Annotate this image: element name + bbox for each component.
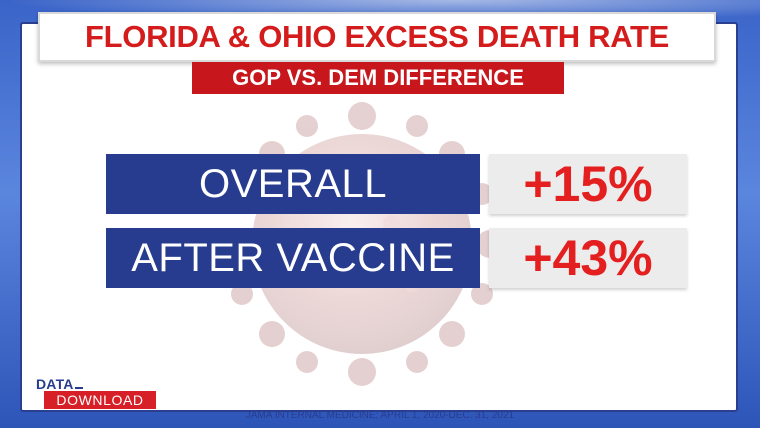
row-value-text: +15% [523, 156, 653, 212]
page-subtitle: GOP VS. DEM DIFFERENCE [232, 65, 524, 90]
logo-bottom-word: DOWNLOAD [56, 392, 144, 408]
row-label-text: AFTER VACCINE [131, 235, 455, 280]
subtitle-banner: GOP VS. DEM DIFFERENCE [192, 62, 564, 94]
row-value-overall: +15% [489, 154, 687, 214]
row-label-text: OVERALL [198, 161, 388, 206]
bottom-strip [0, 424, 760, 428]
row-value-after-vaccine: +43% [489, 228, 687, 288]
row-label-overall: OVERALL [106, 154, 480, 214]
title-banner: FLORIDA & OHIO EXCESS DEATH RATE [38, 12, 716, 62]
logo-top-word: DATA [36, 376, 74, 392]
logo-bottom-badge: DOWNLOAD [44, 391, 156, 409]
logo-top-text: DATA [36, 376, 83, 392]
row-value-text: +43% [523, 230, 653, 286]
page-title: FLORIDA & OHIO EXCESS DEATH RATE [84, 19, 670, 54]
row-label-after-vaccine: AFTER VACCINE [106, 228, 480, 288]
graphic-card: OVERALL +15% AFTER VACCINE +43% [20, 22, 738, 412]
data-download-logo: DATA DOWNLOAD [36, 372, 166, 412]
source-caption: JAMA INTERNAL MEDICINE; APRIL 1, 2020-DE… [245, 410, 515, 421]
